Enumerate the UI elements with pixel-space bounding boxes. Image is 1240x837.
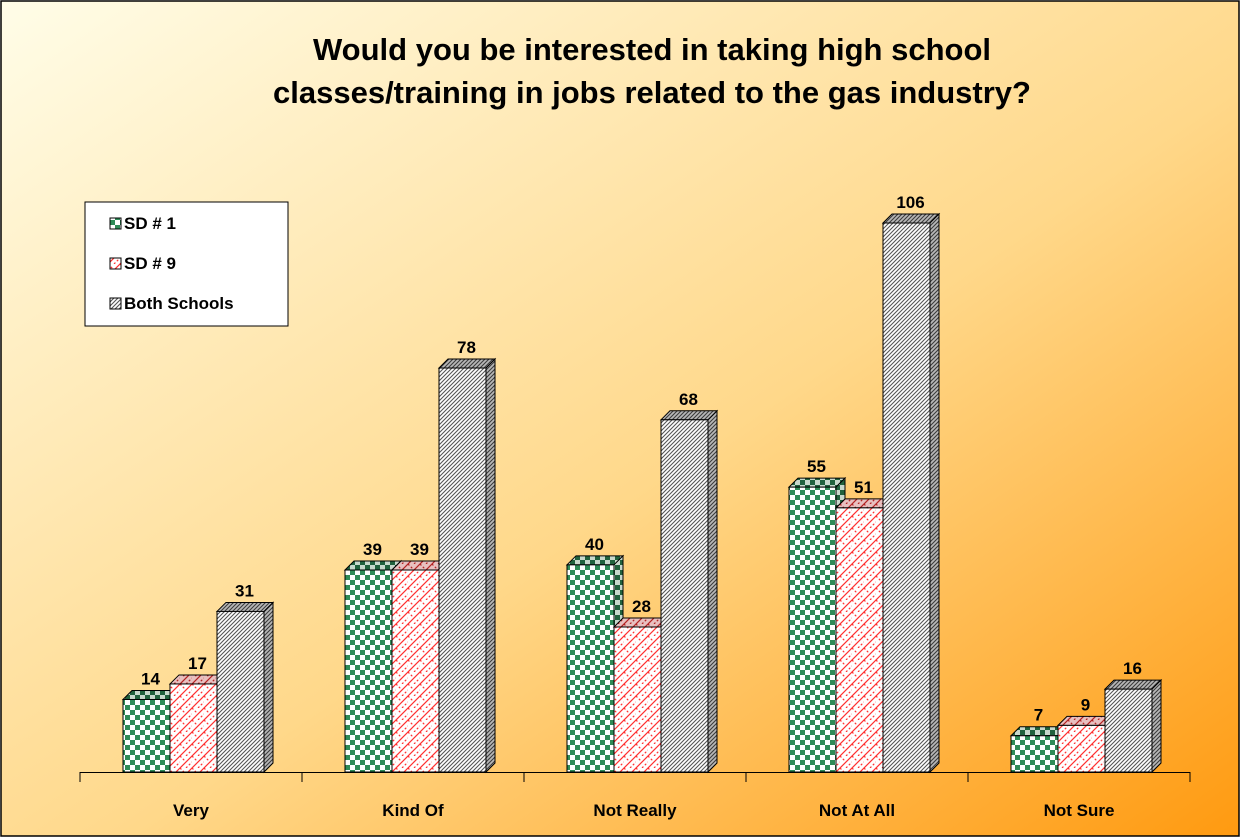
legend-item: Both Schools <box>109 294 234 313</box>
legend-item: SD # 1 <box>109 214 176 233</box>
data-label: 28 <box>632 597 651 616</box>
legend-label: Both Schools <box>124 294 234 313</box>
bar <box>1103 678 1163 774</box>
bar-side <box>485 357 496 774</box>
bar-top <box>215 601 275 612</box>
bar-front <box>122 698 171 773</box>
bar <box>659 409 719 774</box>
bar-top <box>437 358 497 369</box>
chart-title-line-1: Would you be interested in taking high s… <box>313 32 991 67</box>
bar-front <box>344 569 393 773</box>
x-tick-label: Very <box>173 801 209 820</box>
bar-top <box>659 410 719 421</box>
bar-front <box>835 507 884 773</box>
bar-side <box>1151 678 1162 774</box>
legend-label: SD # 1 <box>124 214 176 233</box>
x-tick-label: Kind Of <box>382 801 444 820</box>
x-tick-label: Not Really <box>593 801 677 820</box>
bar-top <box>787 477 847 488</box>
data-label: 78 <box>457 338 476 357</box>
bar-front <box>882 222 931 773</box>
data-label: 17 <box>188 654 207 673</box>
plot-area: 14 17 31 Very 39 39 78 Kind Of 40 28 68 Not Really 5… <box>79 193 1191 820</box>
bar-front <box>613 626 662 773</box>
bar-front <box>216 610 265 773</box>
bar-top <box>881 213 941 224</box>
legend: SD # 1 SD # 9 Both Schools <box>84 201 289 327</box>
bar-front <box>1057 724 1106 773</box>
legend-item: SD # 9 <box>109 254 176 273</box>
bar-top <box>1103 679 1163 690</box>
bar-front <box>788 486 837 773</box>
data-label: 106 <box>896 193 924 212</box>
data-label: 16 <box>1123 659 1142 678</box>
data-label: 39 <box>363 540 382 559</box>
bar-side <box>707 409 718 774</box>
bar-side <box>929 212 940 774</box>
bar <box>437 357 497 774</box>
chart-title-line-2: classes/training in jobs related to the … <box>273 75 1031 110</box>
bar-top <box>565 555 625 566</box>
bar-front <box>1104 688 1153 773</box>
bar <box>881 212 941 774</box>
data-label: 7 <box>1034 706 1043 725</box>
x-tick-label: Not Sure <box>1044 801 1115 820</box>
data-label: 31 <box>235 581 254 600</box>
legend-swatch <box>109 217 122 230</box>
bar-top <box>343 560 403 571</box>
data-label: 68 <box>679 390 698 409</box>
bar-front <box>391 569 440 773</box>
x-tick-label: Not At All <box>819 801 895 820</box>
bar-front <box>169 683 218 773</box>
bar-front <box>566 564 615 773</box>
bar-front <box>660 419 709 773</box>
bar <box>215 601 275 774</box>
legend-swatch <box>109 257 122 270</box>
data-label: 39 <box>410 540 429 559</box>
bar-side <box>263 601 274 774</box>
bar-front <box>438 367 487 773</box>
data-label: 14 <box>141 669 160 688</box>
legend-swatch <box>109 297 122 310</box>
data-label: 9 <box>1081 695 1090 714</box>
legend-label: SD # 9 <box>124 254 176 273</box>
data-label: 51 <box>854 478 873 497</box>
data-label: 55 <box>807 457 826 476</box>
bar-front <box>1010 735 1059 773</box>
data-label: 40 <box>585 535 604 554</box>
